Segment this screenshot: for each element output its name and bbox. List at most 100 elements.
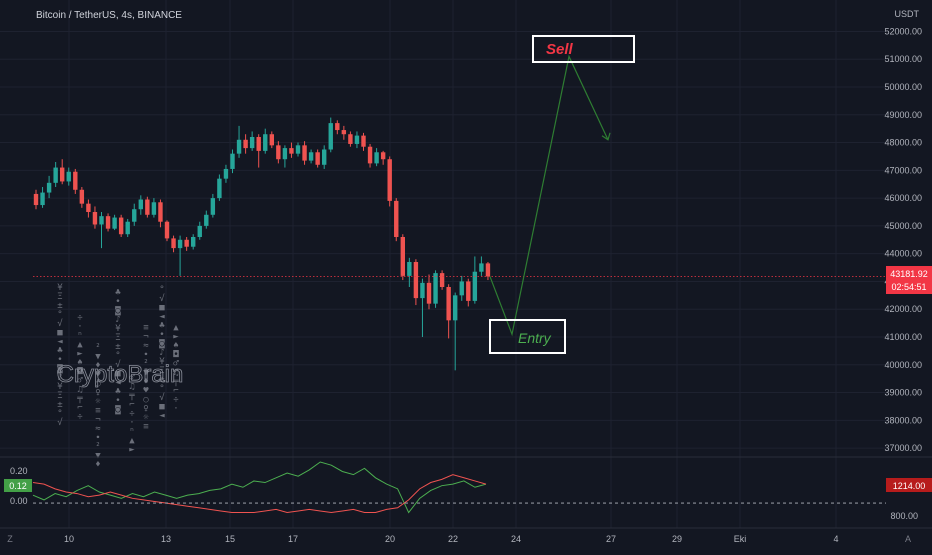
watermark-glyph: ♪ bbox=[57, 373, 62, 383]
candle-body bbox=[158, 202, 163, 222]
candle-body bbox=[374, 152, 379, 164]
candle-body bbox=[171, 238, 176, 249]
watermark-glyph: √ bbox=[115, 359, 121, 370]
watermark-glyph: ♣ bbox=[115, 387, 121, 397]
indicator-label-right: 800.00 bbox=[890, 511, 918, 521]
watermark-glyph: • bbox=[115, 396, 120, 406]
watermark-glyph: ♦ bbox=[95, 361, 100, 371]
watermark-glyph: ♠ bbox=[173, 341, 178, 351]
watermark-glyph: ▲ bbox=[77, 340, 83, 350]
candle-body bbox=[308, 152, 314, 161]
watermark-glyph: √ bbox=[57, 318, 63, 329]
candle bbox=[145, 196, 150, 218]
time-tick-label: 29 bbox=[672, 534, 682, 544]
candle-body bbox=[132, 209, 137, 222]
watermark-glyph: ¬ bbox=[95, 415, 101, 425]
candlestick-series[interactable] bbox=[33, 117, 491, 371]
watermark-glyph: ⌐ bbox=[77, 403, 82, 413]
watermark-glyph: ○ bbox=[95, 379, 101, 389]
entry-label: Entry bbox=[518, 330, 552, 346]
price-tick-label: 45000.00 bbox=[884, 221, 922, 231]
watermark-glyph: ¥ bbox=[159, 357, 165, 367]
candle bbox=[394, 198, 399, 242]
watermark-glyph: ■ bbox=[159, 402, 165, 412]
candle-body bbox=[479, 263, 484, 272]
watermark-glyph: ♫ bbox=[173, 368, 178, 378]
time-tick-label: Eki bbox=[734, 534, 747, 544]
projection-arrow[interactable] bbox=[489, 54, 611, 337]
watermark-glyph: ♪ bbox=[159, 348, 164, 358]
watermark-glyph: ¬ bbox=[143, 332, 149, 342]
price-badge-background bbox=[886, 266, 932, 294]
current-price-badge: 43181.92 02:54:51 bbox=[886, 266, 932, 294]
watermark-glyph: ÷ bbox=[77, 412, 83, 422]
candle-body bbox=[328, 123, 333, 150]
candle bbox=[217, 174, 222, 201]
candle-body bbox=[125, 221, 130, 235]
chart-title: Bitcoin / TetherUS, 4s, BINANCE bbox=[36, 10, 182, 21]
candle bbox=[177, 235, 183, 276]
candle-body bbox=[46, 182, 52, 193]
price-tick-label: 50000.00 bbox=[884, 82, 922, 92]
watermark-glyph: ² bbox=[143, 359, 148, 369]
time-axis[interactable]: 10 13 15 17 20 22 24 27 29 Eki 4 bbox=[64, 534, 839, 544]
candle bbox=[354, 131, 360, 149]
watermark-glyph: ╤ bbox=[76, 394, 83, 404]
timezone-icon[interactable]: Z bbox=[7, 534, 13, 544]
watermark-glyph: ◙ bbox=[158, 339, 165, 349]
candle bbox=[420, 278, 425, 337]
candle-body bbox=[439, 273, 445, 287]
candle-body bbox=[485, 263, 491, 277]
time-tick-label: 20 bbox=[385, 534, 395, 544]
indicator-label-top: 0.20 bbox=[10, 466, 28, 476]
watermark-glyph: ☼ bbox=[95, 397, 101, 407]
watermark-glyph: ¥ bbox=[57, 283, 63, 293]
watermark-glyph: ± bbox=[57, 301, 63, 311]
candle-body bbox=[466, 281, 471, 301]
watermark-text: CryptoBrain bbox=[57, 361, 184, 388]
candle-body bbox=[282, 148, 288, 160]
candle-body bbox=[177, 239, 183, 249]
candle-body bbox=[263, 134, 268, 151]
candle-body bbox=[400, 237, 405, 276]
currency-label: USDT bbox=[895, 9, 920, 19]
watermark-glyph: ÷ bbox=[173, 395, 179, 405]
candle bbox=[33, 189, 39, 210]
candle bbox=[243, 134, 248, 154]
indicator-pane[interactable] bbox=[32, 461, 487, 514]
candle bbox=[335, 120, 340, 135]
watermark-glyph: ♣ bbox=[159, 321, 165, 331]
time-tick-label: 4 bbox=[833, 534, 838, 544]
watermark-glyph: Ξ bbox=[115, 333, 120, 343]
candle bbox=[197, 221, 202, 240]
timezone-button[interactable]: Z bbox=[7, 534, 13, 544]
candle bbox=[223, 164, 229, 183]
watermark-glyph: ≡ bbox=[143, 323, 149, 333]
entry-annotation[interactable]: Entry bbox=[489, 319, 566, 354]
candle bbox=[276, 141, 281, 164]
auto-scale-icon[interactable]: A bbox=[905, 534, 911, 544]
candle-body bbox=[249, 137, 255, 149]
sell-annotation[interactable]: Sell bbox=[532, 35, 635, 63]
candle bbox=[171, 235, 176, 253]
watermark-glyph: ► bbox=[129, 445, 135, 455]
watermark-glyph: ≈ bbox=[95, 424, 101, 434]
watermark-glyph: ≡ bbox=[143, 422, 149, 432]
candle bbox=[138, 195, 143, 215]
candle-body bbox=[407, 262, 412, 276]
projection-path bbox=[489, 54, 609, 337]
watermark-glyph: ♠ bbox=[77, 358, 82, 368]
candle bbox=[302, 141, 307, 165]
candle bbox=[204, 210, 209, 229]
price-tick-label: 48000.00 bbox=[884, 138, 922, 148]
watermark-glyph: ⁿ bbox=[77, 331, 82, 341]
watermark-glyph: ⌐ bbox=[173, 386, 178, 396]
candle bbox=[446, 284, 451, 339]
price-tick-label: 39000.00 bbox=[884, 388, 922, 398]
auto-scale-button[interactable]: A bbox=[905, 534, 911, 544]
candle bbox=[348, 131, 353, 147]
watermark-glyph: ▼ bbox=[95, 352, 101, 362]
watermark-glyph: · bbox=[129, 418, 134, 428]
